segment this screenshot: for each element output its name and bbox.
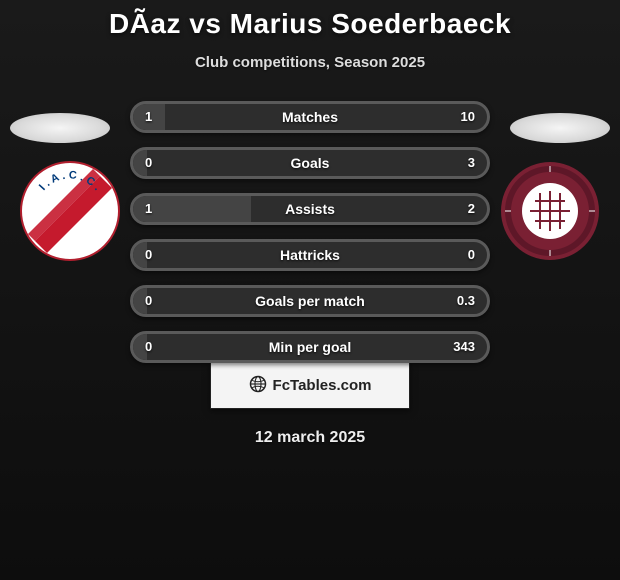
stat-row: 0Goals3	[130, 147, 490, 179]
stat-row: 0Min per goal343	[130, 331, 490, 363]
globe-icon	[249, 375, 267, 393]
stats-list: 1Matches100Goals31Assists20Hattricks00Go…	[130, 101, 490, 377]
stat-label: Assists	[133, 196, 487, 222]
club-badge-right	[500, 161, 600, 261]
subtitle: Club competitions, Season 2025	[0, 54, 620, 71]
stat-value-right: 10	[461, 104, 475, 130]
stat-row: 1Assists2	[130, 193, 490, 225]
watermark-label: FcTables.com	[273, 377, 372, 394]
stat-label: Hattricks	[133, 242, 487, 268]
stat-value-right: 2	[468, 196, 475, 222]
comparison-card: DÃ­az vs Marius Soederbaeck Club competi…	[0, 0, 620, 580]
player-left-placeholder	[10, 113, 110, 143]
stat-row: 1Matches10	[130, 101, 490, 133]
stat-value-right: 0	[468, 242, 475, 268]
shield-icon: I . A . C . C .	[20, 161, 120, 261]
stats-stage: I . A . C . C .	[0, 101, 620, 361]
stat-row: 0Hattricks0	[130, 239, 490, 271]
stat-label: Goals per match	[133, 288, 487, 314]
player-right-placeholder	[510, 113, 610, 143]
date-label: 12 march 2025	[0, 429, 620, 447]
stat-label: Goals	[133, 150, 487, 176]
stat-value-right: 0.3	[457, 288, 475, 314]
stat-value-right: 3	[468, 150, 475, 176]
stat-value-right: 343	[453, 334, 475, 360]
shield-icon	[500, 161, 600, 261]
stat-row: 0Goals per match0.3	[130, 285, 490, 317]
stat-label: Matches	[133, 104, 487, 130]
page-title: DÃ­az vs Marius Soederbaeck	[0, 8, 620, 40]
stat-label: Min per goal	[133, 334, 487, 360]
club-badge-left: I . A . C . C .	[20, 161, 120, 261]
